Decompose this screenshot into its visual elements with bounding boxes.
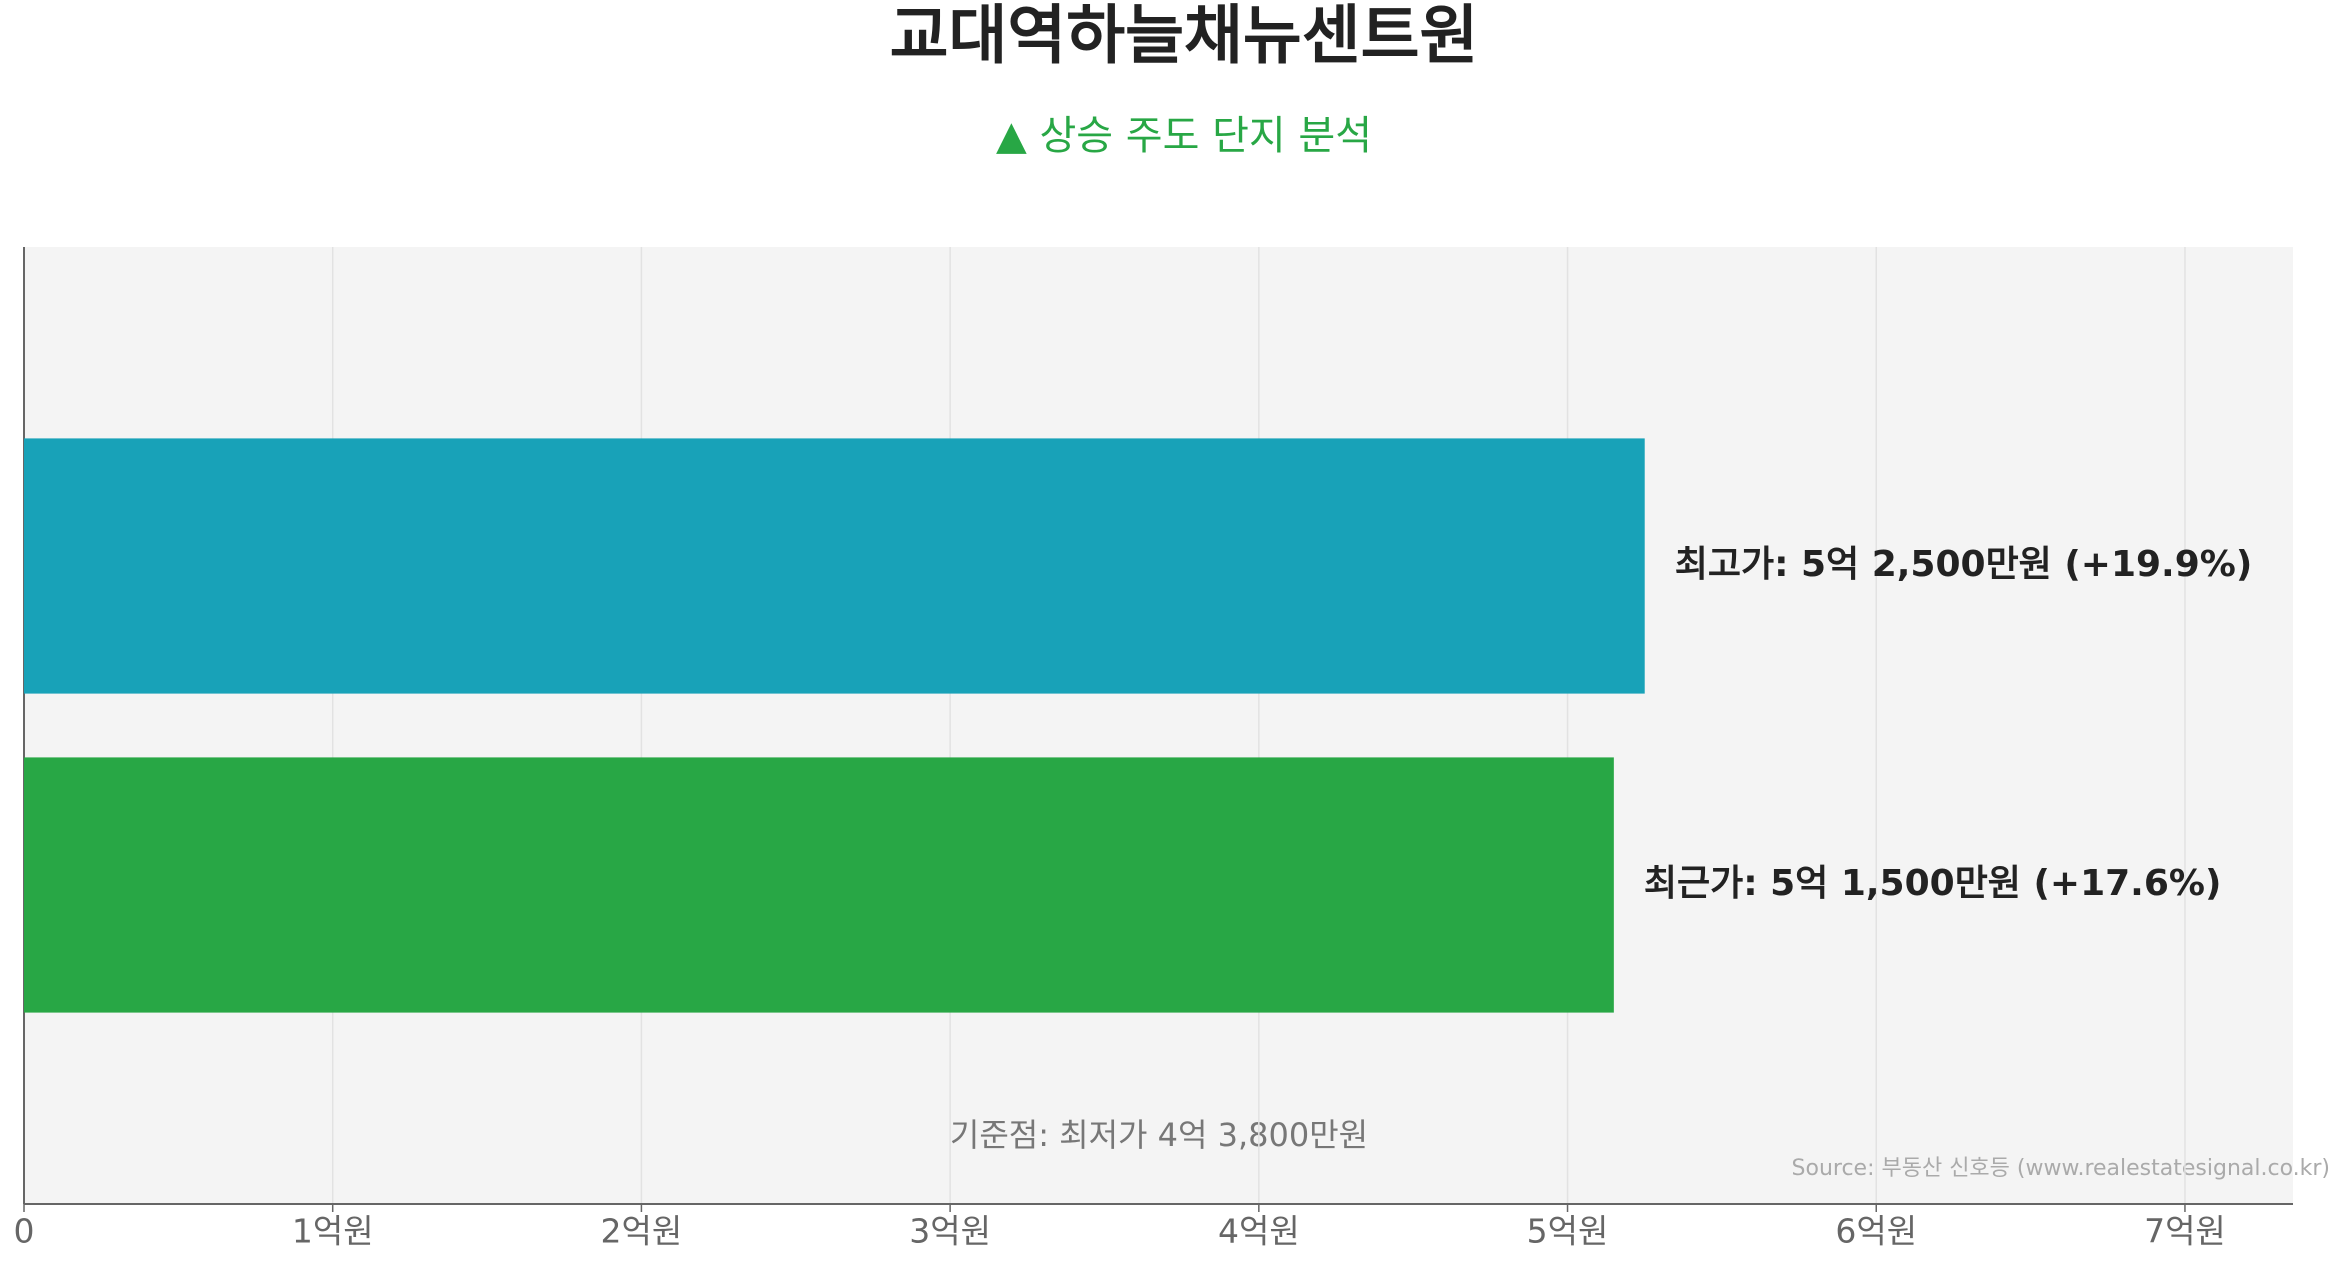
annotation: 기준점: 최저가 4억 3,800만원 <box>950 1116 1368 1154</box>
chart-title: 교대역하늘채뉴센트원 <box>890 0 1479 74</box>
x-tick-label: 7억원 <box>2144 1212 2226 1251</box>
x-tick-label: 1억원 <box>292 1212 374 1251</box>
chart-subtitle: ▲ 상승 주도 단지 분석 <box>996 113 1372 159</box>
plot-area <box>24 247 2293 1204</box>
x-tick-label: 0 <box>14 1212 35 1251</box>
value-label: 최고가: 5억 2,500만원 (+19.9%) <box>1675 544 2253 585</box>
x-tick-label: 5억원 <box>1527 1212 1609 1251</box>
x-tick-label: 6억원 <box>1835 1212 1917 1251</box>
source: Source: 부동산 신호등 (www.realestatesignal.co… <box>1792 1156 2330 1181</box>
x-tick-label: 4억원 <box>1218 1212 1300 1251</box>
bar <box>24 757 1614 1013</box>
bar <box>24 438 1645 694</box>
value-label: 최근가: 5억 1,500만원 (+17.6%) <box>1644 863 2222 904</box>
x-tick-label: 3억원 <box>909 1212 991 1251</box>
x-tick-label: 2억원 <box>601 1212 683 1251</box>
